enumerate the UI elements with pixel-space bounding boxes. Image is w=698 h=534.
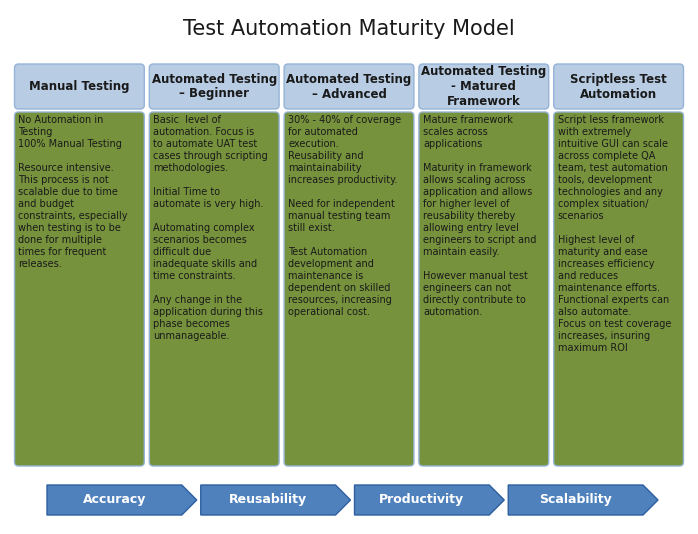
Text: Manual Testing: Manual Testing: [29, 80, 130, 93]
Text: Test Automation Maturity Model: Test Automation Maturity Model: [183, 19, 515, 39]
Polygon shape: [201, 485, 350, 515]
Text: Basic  level of
automation. Focus is
to automate UAT test
cases through scriptin: Basic level of automation. Focus is to a…: [154, 115, 268, 341]
Polygon shape: [508, 485, 658, 515]
FancyBboxPatch shape: [419, 112, 549, 466]
Text: Automated Testing
- Matured
Framework: Automated Testing - Matured Framework: [421, 65, 547, 108]
Text: Scriptless Test
Automation: Scriptless Test Automation: [570, 73, 667, 100]
FancyBboxPatch shape: [554, 64, 683, 109]
Text: Automated Testing
– Beginner: Automated Testing – Beginner: [151, 73, 277, 100]
FancyBboxPatch shape: [284, 112, 414, 466]
Polygon shape: [355, 485, 504, 515]
FancyBboxPatch shape: [149, 64, 279, 109]
Text: 30% - 40% of coverage
for automated
execution.
Reusability and
maintainability
i: 30% - 40% of coverage for automated exec…: [288, 115, 401, 317]
Text: No Automation in
Testing
100% Manual Testing

Resource intensive.
This process i: No Automation in Testing 100% Manual Tes…: [19, 115, 128, 269]
Text: Scalability: Scalability: [540, 493, 612, 507]
Text: Script less framework
with extremely
intuitive GUI can scale
across complete QA
: Script less framework with extremely int…: [558, 115, 671, 353]
FancyBboxPatch shape: [149, 112, 279, 466]
Polygon shape: [47, 485, 197, 515]
FancyBboxPatch shape: [419, 64, 549, 109]
Text: Mature framework
scales across
applications

Maturity in framework
allows scalin: Mature framework scales across applicati…: [423, 115, 536, 317]
Text: Accuracy: Accuracy: [82, 493, 146, 507]
FancyBboxPatch shape: [554, 112, 683, 466]
FancyBboxPatch shape: [15, 112, 144, 466]
Text: Productivity: Productivity: [379, 493, 464, 507]
FancyBboxPatch shape: [284, 64, 414, 109]
FancyBboxPatch shape: [15, 64, 144, 109]
Text: Reusability: Reusability: [229, 493, 307, 507]
Text: Automated Testing
– Advanced: Automated Testing – Advanced: [286, 73, 412, 100]
